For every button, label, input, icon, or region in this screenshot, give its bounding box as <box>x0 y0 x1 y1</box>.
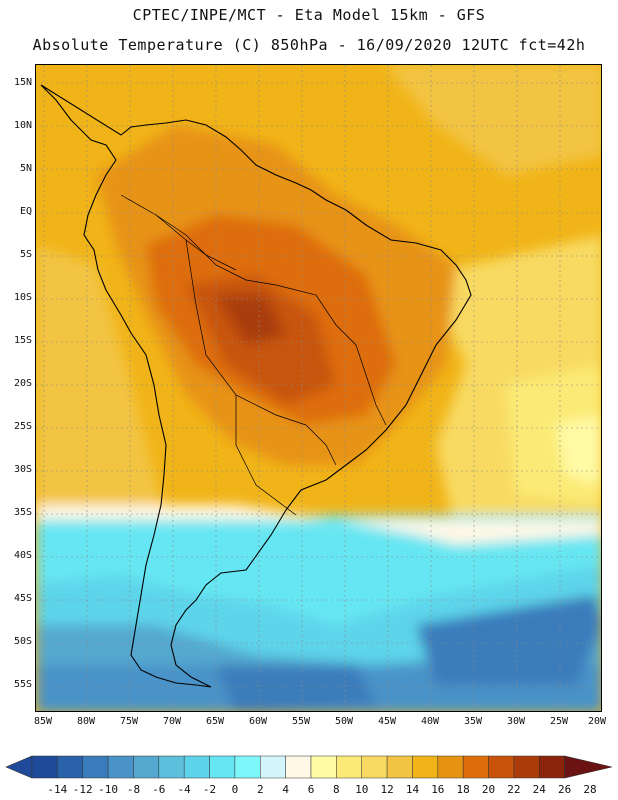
color-scale-bar <box>5 755 613 779</box>
country-borders <box>120 194 387 516</box>
colorbar-tick-label: 10 <box>355 783 369 796</box>
colorbar-swatch <box>285 755 312 779</box>
lon-label: 40W <box>420 716 440 727</box>
colorbar-tick-label: 18 <box>456 783 470 796</box>
colorbar-tick-label: 8 <box>333 783 340 796</box>
colorbar-swatch <box>513 755 540 779</box>
colorbar-tick-label: 24 <box>532 783 546 796</box>
colorbar-tick-label: 28 <box>583 783 597 796</box>
lat-label: 10N <box>13 120 32 131</box>
colorbar-swatch <box>336 755 362 779</box>
lon-label: 30W <box>506 716 526 727</box>
lat-label: 45S <box>13 593 32 604</box>
lat-label: 10S <box>13 292 32 303</box>
colorbar-tick-label: 26 <box>558 783 572 796</box>
lon-label: 55W <box>291 716 311 727</box>
colorbar-swatch <box>133 755 160 779</box>
colorbar-swatch <box>234 755 261 779</box>
colorbar-tick-label: 6 <box>307 783 315 796</box>
colorbar-swatch <box>260 755 286 779</box>
temperature-map <box>35 64 602 712</box>
lon-label: 45W <box>377 716 397 727</box>
colorbar-tick-label: -8 <box>126 783 141 796</box>
chart-title-line-2: Absolute Temperature (C) 850hPa - 16/09/… <box>32 36 586 54</box>
colorbar-swatch <box>310 755 337 779</box>
colorbar-tick-label: 2 <box>256 783 264 796</box>
colorbar-tick-label: -10 <box>98 783 119 796</box>
lat-label: EQ <box>19 206 32 217</box>
lat-label: 5S <box>19 249 32 260</box>
lat-label: 50S <box>13 636 32 647</box>
lat-label: 15S <box>13 335 32 346</box>
colorbar-tick-label: 16 <box>431 783 445 796</box>
lon-label: 35W <box>463 716 483 727</box>
lat-label: 40S <box>13 550 32 561</box>
colorbar-swatch <box>183 755 210 779</box>
colorbar-tick-label: -6 <box>152 783 166 796</box>
colorbar-swatch <box>107 755 134 779</box>
south-america-coastline <box>40 84 472 688</box>
colorbar-tick-label: 12 <box>380 783 394 796</box>
temperature-shading <box>36 65 601 711</box>
colorbar-arrow-low <box>5 755 33 779</box>
lat-label: 15N <box>13 77 32 88</box>
lat-label: 30S <box>13 464 32 475</box>
colorbar-tick-label: 14 <box>405 783 420 796</box>
lon-label: 75W <box>119 716 139 727</box>
lat-label: 35S <box>13 507 32 518</box>
lat-label: 25S <box>13 421 32 432</box>
colorbar-swatch <box>361 755 388 779</box>
colorbar-arrow-high <box>564 755 613 779</box>
colorbar-swatch <box>437 755 464 779</box>
map-canvas <box>36 65 601 711</box>
colorbar-swatch <box>386 755 413 779</box>
lon-label: 80W <box>76 716 96 727</box>
lat-label: 55S <box>13 679 32 690</box>
colorbar-swatch <box>488 755 515 779</box>
colorbar-tick-label: -12 <box>72 783 93 796</box>
lon-label: 85W <box>33 716 53 727</box>
colorbar-swatch <box>209 755 236 779</box>
lon-label: 25W <box>549 716 569 727</box>
colorbar-tick-label: -2 <box>202 783 217 796</box>
lon-label: 60W <box>248 716 268 727</box>
colorbar-swatch <box>539 755 565 779</box>
colorbar-swatch <box>158 755 185 779</box>
colorbar-swatch <box>57 755 83 779</box>
colorbar-tick-label: 22 <box>507 783 521 796</box>
colorbar-swatch <box>31 755 58 779</box>
colorbar-tick-label: 4 <box>282 783 289 796</box>
chart-title-line-1: CPTEC/INPE/MCT - Eta Model 15km - GFS <box>132 6 486 24</box>
colorbar-tick-label: 0 <box>231 783 239 796</box>
colorbar-swatch <box>412 755 439 779</box>
colorbar-tick-label: -14 <box>47 783 68 796</box>
colorbar-swatch <box>462 755 489 779</box>
lon-label: 70W <box>162 716 182 727</box>
colorbar-tick-label: -4 <box>177 783 191 796</box>
lat-lon-grid <box>36 65 601 711</box>
lat-label: 20S <box>13 378 32 389</box>
colorbar-swatch <box>82 755 109 779</box>
lon-label: 65W <box>205 716 225 727</box>
lon-label: 50W <box>334 716 354 727</box>
lon-label: 20W <box>587 716 607 727</box>
lat-label: 5N <box>19 163 32 174</box>
colorbar-tick-label: 20 <box>481 783 496 796</box>
